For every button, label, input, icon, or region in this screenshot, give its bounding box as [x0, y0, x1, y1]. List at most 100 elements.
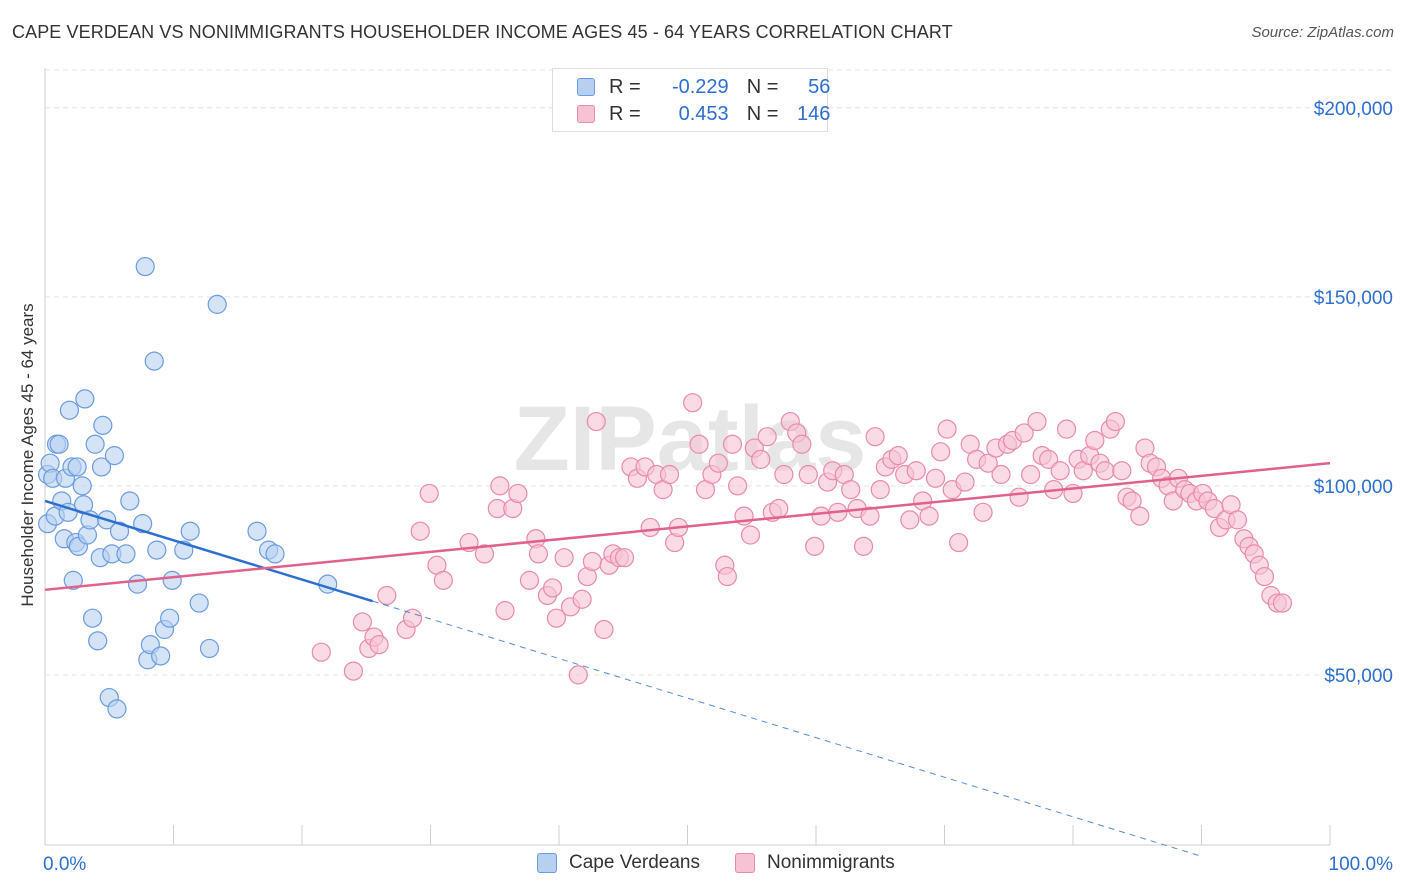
nonimmigrant-point — [614, 548, 635, 568]
cape-verdean-point — [199, 638, 220, 659]
nonimmigrant-point — [906, 461, 926, 481]
cape-verdeans-points — [37, 256, 338, 719]
nonimmigrant-point — [774, 464, 794, 485]
nonimmigrant-point — [546, 608, 567, 628]
nonimmigrant-point — [490, 476, 510, 496]
y-tick-label: $150,000 — [1314, 288, 1393, 309]
nonimmigrant-point — [1056, 419, 1077, 439]
trend-lines — [44, 461, 1331, 857]
nonimmigrant-point — [708, 453, 728, 473]
nonimmigrant-point — [1112, 461, 1132, 481]
cape-verdean-point — [247, 521, 267, 541]
x-tick-labels: 0.0% 100.0% — [43, 854, 1393, 875]
nonimmigrant-point — [757, 427, 777, 447]
y-tick-label: $200,000 — [1314, 99, 1393, 120]
legend-n-label: N = — [746, 75, 779, 98]
cape-verdean-point — [93, 415, 113, 435]
nonimmigrants-trend-line — [44, 461, 1331, 592]
nonimmigrant-point — [900, 510, 920, 530]
cape-verdeans-trend-extension — [372, 600, 1202, 857]
cape-verdean-point — [135, 256, 155, 277]
nonimmigrant-point — [792, 434, 812, 454]
cape-verdean-point — [144, 351, 164, 371]
legend-n-value: 56 — [808, 75, 831, 98]
nonimmigrant-point — [888, 446, 908, 466]
nonimmigrant-point — [841, 480, 861, 500]
nonimmigrant-point — [474, 544, 495, 564]
cape-verdean-point — [265, 544, 285, 564]
legend-r-value: -0.229 — [671, 75, 729, 98]
nonimmigrant-point — [582, 551, 603, 572]
nonimmigrant-point — [937, 419, 957, 439]
legend-r-value: 0.453 — [678, 102, 729, 125]
nonimmigrant-point — [1122, 491, 1142, 511]
y-tick-label: $100,000 — [1314, 477, 1393, 498]
nonimmigrant-point — [542, 578, 563, 598]
cape-verdean-point — [109, 521, 130, 541]
nonimmigrant-point — [586, 411, 606, 432]
nonimmigrant-point — [1027, 411, 1047, 432]
cape-verdeans-trend-line — [44, 499, 374, 603]
cape-verdean-point — [104, 446, 124, 466]
nonimmigrant-point — [805, 536, 825, 556]
nonimmigrant-point — [419, 483, 439, 504]
cape-verdean-point — [127, 574, 148, 594]
chart-title: CAPE VERDEAN VS NONIMMIGRANTS HOUSEHOLDE… — [12, 22, 953, 42]
nonimmigrant-point — [683, 393, 703, 413]
cape-verdean-point — [207, 294, 227, 314]
nonimmigrant-point — [973, 502, 993, 522]
cape-verdean-point — [67, 457, 87, 477]
nonimmigrant-point — [519, 570, 540, 590]
cape-verdean-point — [120, 491, 140, 511]
nonimmigrant-point — [1254, 566, 1275, 587]
nonimmigrant-point — [751, 449, 771, 469]
legend-r-label: R = — [609, 75, 641, 98]
nonimmigrant-point — [919, 506, 939, 526]
y-tick-label: $50,000 — [1324, 666, 1393, 687]
legend-row-cape-verdeans: R = -0.229 N = 56 — [577, 75, 830, 99]
nonimmigrant-point — [377, 585, 397, 606]
cape-verdean-point — [75, 389, 95, 409]
cape-verdean-point — [189, 593, 209, 613]
nonimmigrant-point — [402, 608, 423, 628]
nonimmigrant-point — [640, 517, 660, 538]
cape-verdean-point — [49, 434, 69, 454]
nonimmigrant-point — [865, 427, 885, 447]
legend-label: Nonimmigrants — [767, 852, 895, 873]
cape-verdean-point — [107, 699, 127, 719]
nonimmigrant-point — [528, 544, 549, 564]
legend-swatch-blue — [577, 78, 595, 96]
nonimmigrant-point — [949, 532, 969, 553]
nonimmigrant-point — [955, 472, 975, 492]
cape-verdean-point — [82, 608, 103, 628]
nonimmigrant-point — [689, 434, 709, 454]
legend-r-label: R = — [609, 102, 641, 125]
cape-verdean-point — [162, 570, 182, 590]
nonimmigrant-point — [594, 619, 614, 640]
legend-label: Cape Verdeans — [569, 852, 700, 873]
cape-verdean-point — [151, 646, 171, 666]
legend-swatch-pink — [735, 853, 755, 873]
nonimmigrant-point — [659, 464, 680, 485]
nonimmigrant-point — [978, 453, 998, 473]
nonimmigrant-point — [1009, 487, 1029, 507]
nonimmigrant-point — [1014, 423, 1034, 443]
nonimmigrant-point — [554, 548, 574, 568]
y-tick-labels: $50,000 $100,000 $150,000 $200,000 — [1314, 99, 1393, 687]
nonimmigrant-point — [352, 612, 372, 632]
nonimmigrant-point — [572, 589, 592, 609]
legend-item-nonimmigrants: Nonimmigrants — [735, 852, 895, 874]
cape-verdean-point — [180, 521, 200, 541]
nonimmigrant-point — [433, 570, 453, 590]
cape-verdean-point — [72, 476, 92, 496]
nonimmigrant-point — [508, 483, 528, 504]
nonimmigrant-point — [410, 521, 430, 541]
nonimmigrant-point — [798, 464, 818, 485]
nonimmigrant-point — [1163, 491, 1183, 511]
nonimmigrant-point — [1085, 430, 1105, 451]
legend-item-cape-verdeans: Cape Verdeans — [537, 852, 700, 874]
grid-lines — [45, 69, 1395, 676]
legend-swatch-pink — [577, 105, 595, 123]
legend-swatch-blue — [537, 853, 557, 873]
source-credit: Source: ZipAtlas.com — [1251, 24, 1394, 41]
